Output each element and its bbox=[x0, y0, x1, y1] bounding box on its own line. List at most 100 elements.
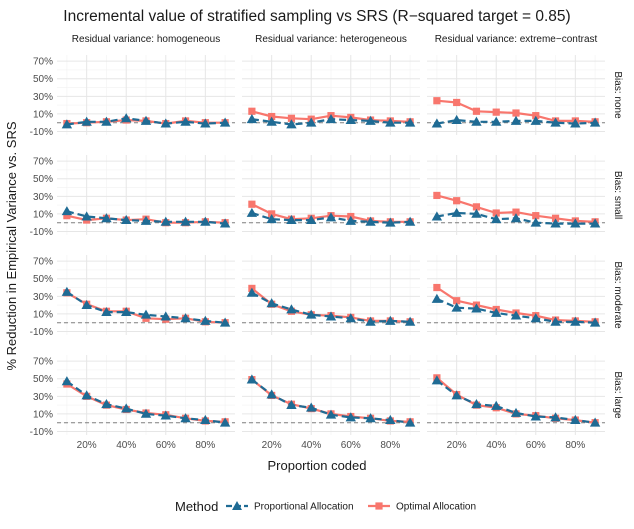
facet-panel: -10% 10% 30% 50% 70% bbox=[30, 255, 235, 338]
facet-panel: 20% 40% 60% 80% bbox=[427, 355, 605, 451]
proportional-allocation-point bbox=[219, 417, 231, 427]
y-tick-label: 50% bbox=[33, 174, 53, 185]
proportional-allocation-point bbox=[365, 216, 376, 226]
proportional-allocation-point bbox=[451, 114, 462, 124]
optimal-allocation-point bbox=[453, 197, 461, 205]
legend-item-label: Proportional Allocation bbox=[254, 502, 354, 513]
proportional-allocation-point bbox=[61, 376, 73, 386]
proportional-allocation-point bbox=[345, 114, 356, 124]
facet-panels: Residual variance: homogeneous Residual v… bbox=[30, 34, 623, 451]
proportional-allocation-point bbox=[121, 113, 132, 123]
proportional-allocation-point bbox=[510, 213, 522, 223]
proportional-allocation-point bbox=[570, 218, 581, 228]
proportional-allocation-point bbox=[266, 298, 277, 308]
x-tick-label: 60% bbox=[526, 440, 546, 451]
proportional-allocation-point bbox=[266, 389, 277, 399]
facet-panel bbox=[427, 55, 605, 135]
optimal-allocation-point bbox=[433, 283, 441, 292]
proportional-allocation-point bbox=[570, 414, 581, 424]
legend-item-label: Optimal Allocation bbox=[396, 502, 476, 513]
proportional-allocation-point bbox=[404, 316, 416, 326]
proportional-allocation-point bbox=[325, 409, 337, 419]
y-tick-label: 70% bbox=[33, 57, 53, 68]
proportional-allocation-point bbox=[101, 116, 112, 126]
proportional-allocation-point bbox=[510, 310, 522, 320]
proportional-allocation-point bbox=[286, 399, 297, 410]
y-tick-label: 10% bbox=[33, 409, 53, 420]
proportional-allocation-point bbox=[246, 207, 258, 217]
proportional-allocation-point bbox=[550, 117, 561, 127]
proportional-allocation-point bbox=[121, 306, 132, 317]
optimal-allocation-point bbox=[433, 191, 441, 200]
optimal-allocation-point bbox=[268, 112, 276, 121]
proportional-allocation-point bbox=[385, 414, 396, 424]
optimal-allocation-point bbox=[512, 109, 520, 117]
proportional-allocation-point bbox=[345, 313, 356, 323]
y-axis-title: % Reduction in Empirical Variance vs. SR… bbox=[4, 121, 19, 370]
proportional-allocation-point bbox=[266, 213, 277, 224]
proportional-allocation-point bbox=[404, 117, 416, 127]
proportional-allocation-point bbox=[140, 309, 152, 319]
y-tick-label: 50% bbox=[33, 374, 53, 385]
proportional-allocation-point bbox=[451, 207, 462, 217]
proportional-allocation-point bbox=[266, 116, 277, 126]
proportional-allocation-point bbox=[200, 118, 211, 128]
proportional-allocation-point bbox=[200, 216, 211, 226]
proportional-allocation-point bbox=[491, 307, 502, 317]
proportional-allocation-point bbox=[550, 218, 561, 228]
legend-triangle-icon bbox=[232, 501, 242, 510]
proportional-allocation-point bbox=[589, 117, 601, 127]
proportional-allocation-point bbox=[345, 412, 356, 422]
proportional-allocation-point bbox=[365, 115, 376, 125]
proportional-allocation-point bbox=[471, 116, 482, 126]
legend-title: Method bbox=[175, 499, 218, 514]
chart-title: Incremental value of stratified sampling… bbox=[63, 8, 570, 25]
optimal-allocation-point bbox=[492, 209, 500, 217]
proportional-allocation-point bbox=[491, 116, 502, 126]
y-tick-label: 30% bbox=[33, 92, 53, 103]
proportional-allocation-point bbox=[404, 417, 416, 427]
y-tick-label: -10% bbox=[30, 327, 53, 338]
proportional-allocation-point bbox=[589, 317, 601, 327]
proportional-allocation-point bbox=[180, 413, 191, 423]
proportional-allocation-point bbox=[180, 313, 191, 323]
x-tick-label: 80% bbox=[565, 440, 585, 451]
proportional-allocation-point bbox=[101, 213, 112, 223]
proportional-allocation-point bbox=[200, 414, 211, 424]
proportional-allocation-point bbox=[160, 410, 171, 420]
proportional-allocation-point bbox=[81, 299, 92, 310]
proportional-allocation-point bbox=[219, 218, 231, 228]
y-tick-label: 50% bbox=[33, 274, 53, 285]
proportional-allocation-point bbox=[471, 303, 482, 313]
optimal-allocation-point bbox=[551, 214, 560, 222]
optimal-allocation-point bbox=[532, 212, 540, 220]
proportional-allocation-point bbox=[61, 206, 73, 216]
y-tick-label: 30% bbox=[33, 192, 53, 203]
proportional-allocation-point bbox=[589, 218, 601, 228]
proportional-allocation-point bbox=[385, 217, 396, 227]
proportional-allocation-point bbox=[530, 115, 541, 125]
optimal-allocation-point bbox=[63, 212, 71, 220]
x-tick-label: 60% bbox=[341, 440, 361, 451]
proportional-allocation-point bbox=[81, 211, 92, 221]
y-tick-label: -10% bbox=[30, 227, 53, 238]
y-tick-label: 70% bbox=[33, 257, 53, 268]
proportional-allocation-point bbox=[286, 119, 297, 129]
proportional-allocation-point bbox=[530, 313, 541, 323]
proportional-allocation-point bbox=[160, 216, 171, 226]
facet-panel bbox=[427, 255, 605, 335]
row-strip-label: Bias: moderate bbox=[612, 261, 623, 329]
proportional-allocation-point bbox=[140, 115, 152, 125]
y-tick-label: -10% bbox=[30, 127, 53, 138]
facet-panel: 20% 40% 60% 80% bbox=[242, 355, 420, 451]
proportional-allocation-point bbox=[101, 306, 112, 317]
proportional-allocation-point bbox=[286, 304, 297, 314]
proportional-allocation-point bbox=[180, 116, 191, 126]
facet-panel: -10% 10% 30% 50% 70% bbox=[30, 55, 235, 138]
proportional-allocation-point bbox=[121, 214, 132, 224]
proportional-allocation-point bbox=[491, 213, 502, 224]
facet-panel bbox=[427, 155, 605, 235]
proportional-allocation-point bbox=[160, 311, 171, 321]
x-tick-label: 40% bbox=[301, 440, 321, 451]
